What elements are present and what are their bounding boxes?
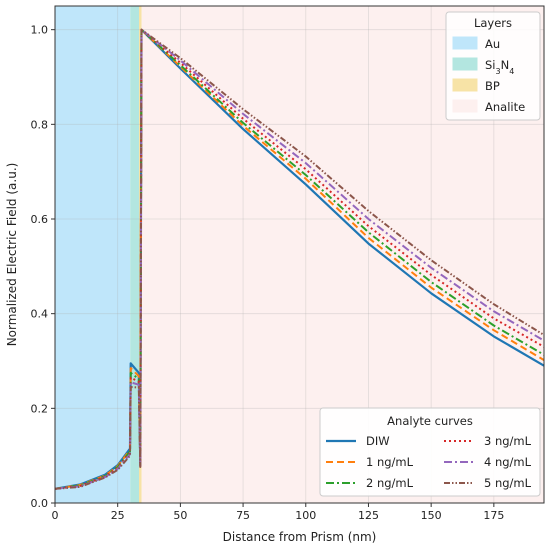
y-tick-label: 0.0 (31, 497, 49, 510)
legend-swatch (452, 36, 478, 50)
legend-layer-label: Analite (485, 100, 525, 114)
x-axis-label: Distance from Prism (nm) (223, 530, 377, 544)
legend-series-label: DIW (366, 434, 390, 448)
x-tick-label: 150 (421, 509, 442, 522)
region-2 (130, 6, 140, 503)
legend-swatch (452, 99, 478, 113)
x-tick-label: 175 (483, 509, 504, 522)
legend-swatch (452, 78, 478, 92)
legend-series-label: 1 ng/mL (366, 455, 414, 469)
y-tick-label: 0.4 (31, 308, 49, 321)
series-line-5 (54, 28, 545, 490)
legend-analyte-items: DIW 1 ng/mL 2 ng/mL 3 ng/mL 4 ng/mL 5 ng/mL (326, 434, 532, 490)
legend-series-label: 5 ng/mL (484, 476, 532, 490)
legend-series-label: 2 ng/mL (366, 476, 414, 490)
series-lines (54, 28, 545, 490)
legend-layers: Layers Au Si3N4 BP Analite (445, 11, 541, 121)
legend-swatch (452, 57, 478, 71)
x-tick-label: 125 (358, 509, 379, 522)
legend-layer-label: BP (485, 79, 500, 93)
legend-series-label: 3 ng/mL (484, 434, 532, 448)
legend-analyte: Analyte curves DIW 1 ng/mL 2 ng/mL 3 ng/mL 4… (319, 407, 541, 497)
legend-layer-label: Au (485, 37, 500, 51)
region-1 (55, 6, 131, 503)
y-axis-ticks: 0.0 0.2 0.4 0.6 0.8 1.0 (31, 24, 55, 510)
legend-layer-label: Si3N4 (485, 58, 514, 76)
legend-analyte-title: Analyte curves (387, 414, 473, 428)
x-axis-ticks: 0 25 50 75 100 125 150 175 (52, 503, 504, 522)
x-tick-label: 100 (295, 509, 316, 522)
legend-layers-title: Layers (474, 16, 512, 30)
series-line-4 (54, 28, 545, 490)
x-tick-label: 50 (173, 509, 187, 522)
x-tick-label: 0 (52, 509, 59, 522)
y-tick-label: 1.0 (31, 24, 49, 37)
legend-analyte-box (319, 407, 541, 497)
y-tick-label: 0.6 (31, 213, 49, 226)
y-tick-label: 0.2 (31, 402, 49, 415)
x-tick-label: 75 (236, 509, 250, 522)
y-axis-label: Normalized Electric Field (a.u.) (5, 163, 19, 347)
legend-series-label: 4 ng/mL (484, 455, 532, 469)
y-tick-label: 0.8 (31, 118, 49, 131)
legend-layers-items: Au Si3N4 BP Analite (452, 36, 525, 114)
plot-frame (54, 5, 545, 504)
x-tick-label: 25 (111, 509, 125, 522)
series-line-6 (54, 28, 545, 490)
